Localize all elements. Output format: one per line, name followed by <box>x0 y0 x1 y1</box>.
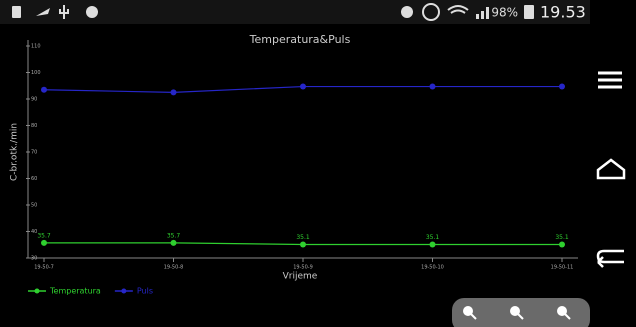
legend-marker <box>35 289 40 294</box>
legend-marker <box>121 289 126 294</box>
back-button[interactable] <box>598 251 624 267</box>
clock: 19.53 <box>540 3 586 22</box>
y-tick-label: 110 <box>31 44 41 50</box>
x-tick-label: 19-50-8 <box>164 265 184 271</box>
battery-percent: 98% <box>491 6 518 20</box>
menu-button[interactable] <box>598 73 622 87</box>
data-point <box>171 89 177 95</box>
y-tick-label: 50 <box>31 203 37 209</box>
y-tick-label: 70 <box>31 150 37 156</box>
data-point <box>171 240 177 246</box>
legend-label: Puls <box>137 287 153 296</box>
nav-bar <box>598 73 624 267</box>
data-label: 35.1 <box>426 234 440 241</box>
data-point <box>559 241 565 247</box>
x-tick-label: 19-50-9 <box>293 265 313 271</box>
y-tick-label: 60 <box>31 176 37 182</box>
data-point <box>300 241 306 247</box>
data-point <box>430 84 436 90</box>
data-point <box>41 240 47 246</box>
x-tick-label: 19-50-11 <box>551 265 574 271</box>
y-axis-label: C-br.otk./min <box>10 123 20 181</box>
zoom-controls <box>452 298 590 327</box>
data-point <box>559 84 565 90</box>
y-tick-label: 100 <box>31 70 41 76</box>
x-axis-label: Vrijeme <box>283 272 318 282</box>
x-tick-label: 19-50-10 <box>421 265 444 271</box>
data-point <box>41 87 47 93</box>
home-button[interactable] <box>598 160 624 178</box>
y-tick-label: 80 <box>31 123 37 129</box>
y-tick-label: 90 <box>31 97 37 103</box>
legend-label: Temperatura <box>49 287 101 296</box>
data-label: 35.1 <box>555 234 569 241</box>
data-label: 35.1 <box>296 234 310 241</box>
x-tick-label: 19-50-7 <box>34 265 54 271</box>
data-label: 35.7 <box>167 232 181 239</box>
data-point <box>300 84 306 90</box>
chart: 98% 19.53 Temperatura&Puls C-br.otk./min… <box>0 0 636 327</box>
chart-title: Temperatura&Puls <box>249 33 351 46</box>
data-label: 35.7 <box>37 232 51 239</box>
data-point <box>430 241 436 247</box>
y-tick-label: 30 <box>31 256 37 262</box>
screen: 98% 19.53 Temperatura&Puls C-br.otk./min… <box>0 0 636 327</box>
